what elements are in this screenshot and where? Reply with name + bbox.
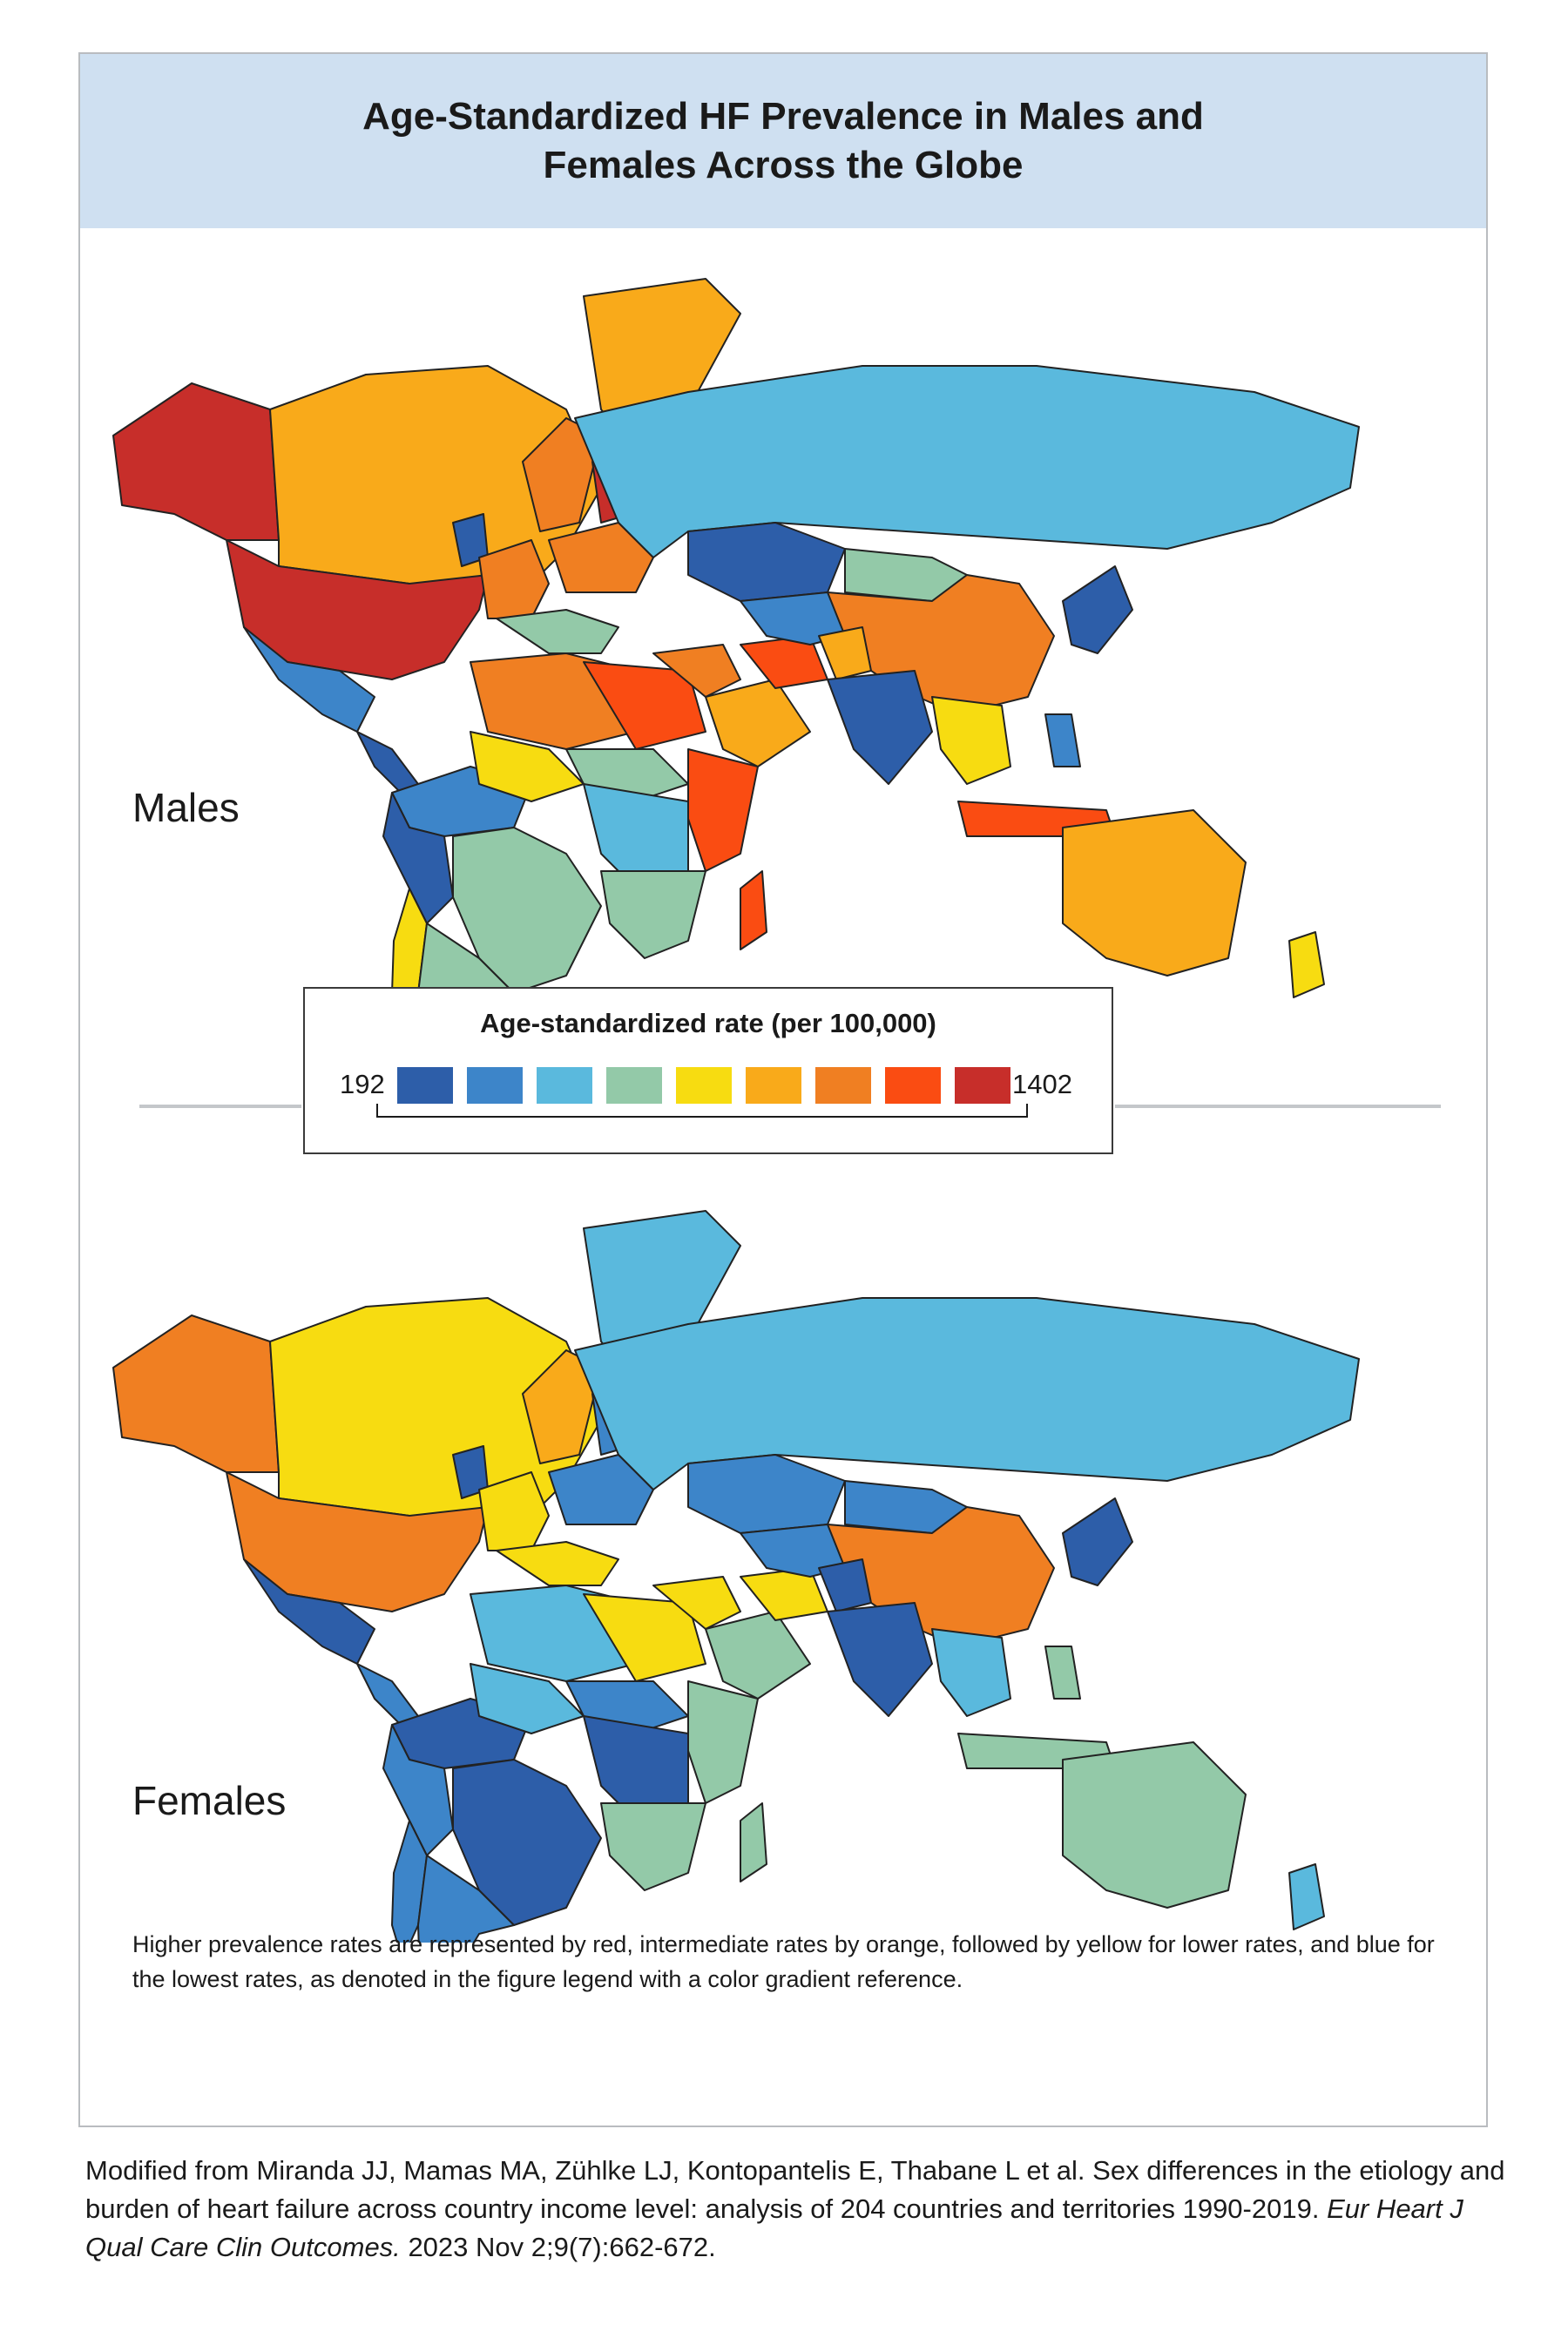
region-southern-europe bbox=[496, 609, 619, 654]
region-alaska bbox=[112, 382, 280, 541]
region-alaska bbox=[112, 1315, 280, 1473]
legend-bracket bbox=[376, 1104, 1028, 1118]
legend-swatch-5 bbox=[676, 1067, 732, 1104]
region-east-africa bbox=[687, 748, 759, 872]
region-western-europe bbox=[478, 1471, 550, 1551]
region-argentina bbox=[417, 1855, 515, 1943]
legend-swatch-6 bbox=[746, 1067, 801, 1104]
region-eastern-europe bbox=[548, 522, 654, 593]
citation: Modified from Miranda JJ, Mamas MA, Zühl… bbox=[85, 2152, 1514, 2267]
region-west-africa bbox=[470, 731, 585, 802]
females-world-map bbox=[112, 1210, 1360, 1943]
region-libya-egypt bbox=[583, 1593, 706, 1682]
region-southern-europe bbox=[496, 1541, 619, 1586]
legend-swatch-3 bbox=[537, 1067, 592, 1104]
region-scandinavia bbox=[522, 417, 602, 532]
region-western-europe bbox=[478, 539, 550, 619]
region-new-zealand bbox=[1288, 931, 1325, 998]
region-arabia bbox=[705, 1611, 811, 1700]
divider-left bbox=[139, 1105, 301, 1108]
region-middle-east bbox=[652, 1576, 741, 1630]
citation-text: Modified from Miranda JJ, Mamas MA, Zühl… bbox=[85, 2155, 1505, 2224]
region-canada bbox=[269, 1297, 602, 1525]
region-afghanistan bbox=[818, 1558, 872, 1612]
region-south-america-west bbox=[382, 792, 454, 924]
region-madagascar bbox=[740, 1802, 767, 1882]
legend-swatch-1 bbox=[397, 1067, 453, 1104]
region-southern-africa bbox=[600, 870, 706, 959]
region-brazil bbox=[452, 827, 602, 994]
citation-details: 2023 Nov 2;9(7):662-672. bbox=[408, 2232, 716, 2262]
region-east-africa bbox=[687, 1680, 759, 1804]
region-mexico bbox=[243, 626, 375, 733]
legend-swatch-2 bbox=[467, 1067, 523, 1104]
legend-min-label: 192 bbox=[340, 1069, 385, 1099]
region-korea-japan bbox=[1062, 1497, 1133, 1586]
region-russia bbox=[574, 365, 1360, 558]
region-mexico bbox=[243, 1558, 375, 1665]
region-southeast-asia bbox=[931, 696, 1011, 785]
region-west-africa bbox=[470, 1663, 585, 1734]
region-australia bbox=[1062, 809, 1247, 977]
legend: Age-standardized rate (per 100,000) 192 … bbox=[303, 987, 1113, 1154]
region-australia bbox=[1062, 1741, 1247, 1909]
region-eastern-europe bbox=[548, 1454, 654, 1525]
region-scandinavia bbox=[522, 1349, 602, 1464]
males-panel-label: Males bbox=[132, 785, 240, 830]
legend-color-scale bbox=[397, 1067, 1010, 1107]
region-brazil bbox=[452, 1759, 602, 1926]
region-philippines bbox=[1044, 713, 1081, 767]
region-new-zealand bbox=[1288, 1863, 1325, 1930]
legend-swatch-4 bbox=[606, 1067, 662, 1104]
color-scale-note: Higher prevalence rates are represented … bbox=[132, 1931, 1435, 1992]
region-southeast-asia bbox=[931, 1628, 1011, 1717]
legend-swatch-7 bbox=[815, 1067, 871, 1104]
region-arabia bbox=[705, 679, 811, 767]
citation-journal: Eur Heart J Qual Care Clin Outcomes. bbox=[85, 2193, 1463, 2262]
region-korea-japan bbox=[1062, 565, 1133, 654]
females-panel-label: Females bbox=[132, 1778, 287, 1823]
region-southern-africa bbox=[600, 1802, 706, 1891]
region-central-america bbox=[356, 731, 419, 794]
region-afghanistan bbox=[818, 626, 872, 680]
figure-title-line-1: Age-Standardized HF Prevalence in Males … bbox=[362, 95, 1204, 138]
region-russia bbox=[574, 1297, 1360, 1490]
legend-swatch-9 bbox=[955, 1067, 1010, 1104]
region-kazakhstan bbox=[687, 1454, 846, 1534]
region-libya-egypt bbox=[583, 661, 706, 750]
legend-max-label: 1402 bbox=[1012, 1069, 1072, 1099]
region-madagascar bbox=[740, 870, 767, 950]
region-canada bbox=[269, 365, 602, 593]
region-south-asia bbox=[827, 670, 933, 785]
region-philippines bbox=[1044, 1646, 1081, 1700]
figure-title-line-2: Females Across the Globe bbox=[543, 144, 1024, 186]
region-middle-east bbox=[652, 644, 741, 698]
males-world-map bbox=[112, 278, 1360, 1010]
legend-title: Age-standardized rate (per 100,000) bbox=[480, 1008, 936, 1038]
legend-swatch-8 bbox=[885, 1067, 941, 1104]
divider-right bbox=[1115, 1105, 1441, 1108]
region-kazakhstan bbox=[687, 522, 846, 602]
region-south-america-west bbox=[382, 1724, 454, 1856]
region-south-asia bbox=[827, 1602, 933, 1717]
title-band: Age-Standardized HF Prevalence in Males … bbox=[80, 54, 1486, 228]
region-central-america bbox=[356, 1663, 419, 1726]
